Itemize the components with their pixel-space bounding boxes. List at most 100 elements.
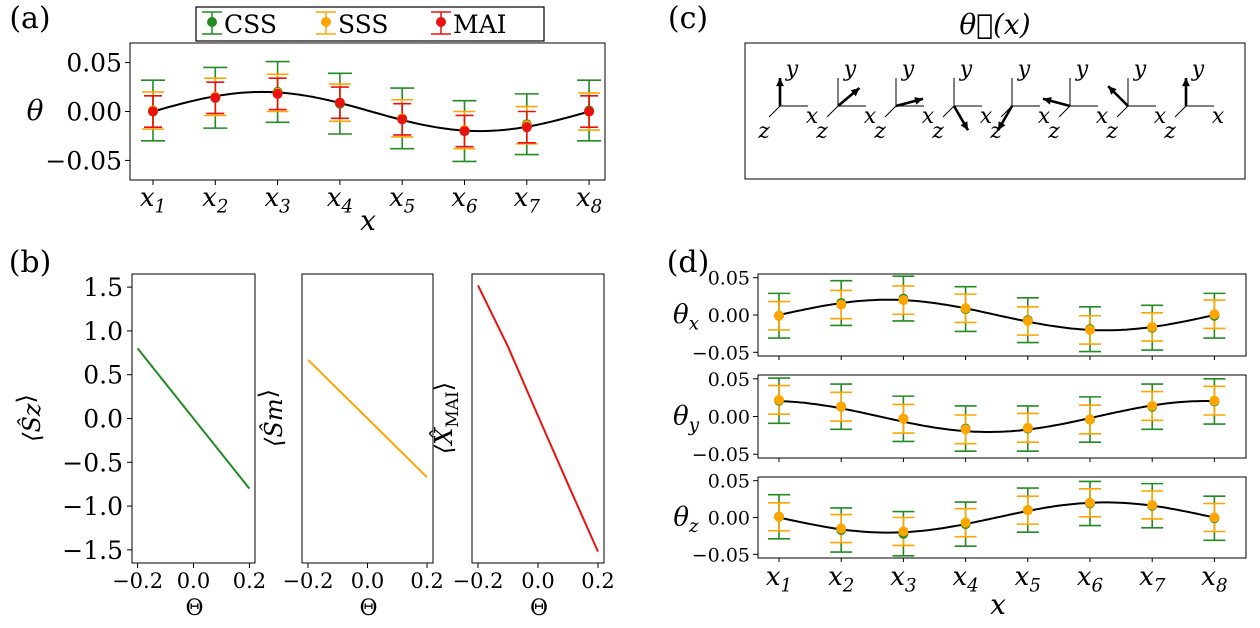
frame-glyph-2: xy z xyxy=(815,57,877,144)
legend-entry-SSS: SSS xyxy=(338,10,389,39)
panel-d-axes-2 xyxy=(757,374,1247,459)
panel-d-ytick-label: 0.00 xyxy=(708,407,750,429)
panel-b2-xlabel: Θ xyxy=(359,596,377,621)
panel-b-ytick-label: −1.5 xyxy=(62,536,123,565)
axis-z-label: z xyxy=(873,119,886,144)
axis-z xyxy=(1058,105,1071,118)
panel-d-axes-1 xyxy=(757,273,1247,357)
axis-z xyxy=(884,105,897,118)
axis-y-label: y xyxy=(843,57,857,82)
panel-b-xtick-label: 0.2 xyxy=(233,569,266,593)
panel-d-xtick-label: x7 xyxy=(1139,562,1166,597)
axis-z-label: z xyxy=(1047,119,1060,144)
legend-entry-CSS: CSS xyxy=(224,10,277,39)
panel-d-xtick-label: x4 xyxy=(952,562,978,597)
panel-d-xtick-label: x3 xyxy=(890,562,916,597)
panel-d-ytick-label: −0.05 xyxy=(692,544,750,566)
panel-label-a: (a) xyxy=(9,1,50,36)
frame-glyph-8: xy z xyxy=(1163,57,1225,144)
panel-a-xtick-label: x7 xyxy=(514,183,541,218)
direction-arrow-head xyxy=(776,78,784,87)
direction-arrow-head xyxy=(914,97,924,105)
panel-a-point-MAI xyxy=(334,97,345,108)
panel-d-point-SSS xyxy=(960,424,971,435)
panel-d-xlabel: x xyxy=(990,588,1006,621)
panel-a-legend: CSS SSS MAI xyxy=(195,6,545,42)
panel-label-d: (d) xyxy=(667,245,710,280)
legend-marker-dot xyxy=(321,17,331,27)
panel-a-ytick-label: −0.05 xyxy=(45,146,122,175)
panel-b-ytick-label: 0.0 xyxy=(83,405,123,434)
direction-arrow-head xyxy=(998,121,1006,131)
panel-b1-line xyxy=(136,347,251,490)
panel-a-xtick-label: x2 xyxy=(202,183,228,218)
panel-d-point-SSS xyxy=(836,523,847,534)
panel-d-xtick-label: x8 xyxy=(1201,562,1227,597)
panel-b-ytick-label: −1.0 xyxy=(62,492,123,521)
panel-d-point-SSS xyxy=(1022,422,1033,433)
panel-a-point-MAI xyxy=(459,126,470,137)
panel-a-point-MAI xyxy=(210,92,221,103)
direction-arrow-head xyxy=(1042,97,1052,105)
panel-d-point-SSS xyxy=(1147,321,1158,332)
panel-d-ytick-label: 0.05 xyxy=(708,268,750,290)
panel-b3-ylabel: ⟨X̂MAI⟩ xyxy=(430,382,463,454)
panel-d-point-SSS xyxy=(898,295,909,306)
panel-d-ytick-label: 0.05 xyxy=(708,471,750,493)
axis-x-label: x xyxy=(1096,104,1109,129)
panel-d-point-SSS xyxy=(898,526,909,537)
panel-d-point-SSS xyxy=(774,310,784,321)
panel-d-ylabel-2: θy xyxy=(673,402,700,437)
axis-x-label: x xyxy=(980,104,993,129)
panel-a-xtick-label: x8 xyxy=(576,183,602,218)
direction-arrow-head xyxy=(850,88,860,97)
panel-a-point-MAI xyxy=(148,106,158,117)
panel-a-point-MAI xyxy=(584,106,595,117)
panel-a-xtick-label: x5 xyxy=(389,183,415,218)
axis-z-label: z xyxy=(757,119,770,144)
panel-a-ylabel: θ xyxy=(27,94,44,127)
axis-y-label: y xyxy=(959,57,973,82)
panel-d-point-SSS xyxy=(836,401,847,412)
panel-d-fit-curve xyxy=(778,400,1214,433)
panel-d-point-SSS xyxy=(1147,499,1158,510)
panel-b2-ylabel: ⟨Ŝm⟩ xyxy=(254,389,288,447)
axis-z-label: z xyxy=(1163,119,1176,144)
panel-d-point-SSS xyxy=(1209,512,1220,523)
axis-y-label: y xyxy=(1075,57,1089,82)
frame-glyph-6: xy z xyxy=(1042,57,1109,144)
axis-z xyxy=(942,105,955,118)
panel-a-xtick-label: x4 xyxy=(327,183,353,218)
panel-d-point-SSS xyxy=(898,413,909,424)
panel-a-xtick-label: x6 xyxy=(451,183,477,218)
panel-d-fit-curve xyxy=(778,501,1215,534)
panel-d-subplot-1: 0.05 0.00 −0.05 xyxy=(692,268,1247,364)
panel-b-xtick-label: −0.2 xyxy=(453,569,504,593)
axis-y-label: y xyxy=(1191,57,1205,82)
panel-d-point-SSS xyxy=(960,517,971,528)
panel-d-subplot-2: 0.05 0.00 −0.05 xyxy=(692,369,1247,466)
panel-a-point-MAI xyxy=(272,88,283,99)
panel-c-frame xyxy=(744,42,1246,180)
panel-d-ytick-label: −0.05 xyxy=(692,444,750,466)
panel-d-fit-curve xyxy=(778,298,1215,332)
panel-d-xtick-label: x6 xyxy=(1077,562,1103,597)
direction-arrow-head xyxy=(960,121,968,131)
legend-marker-dot xyxy=(436,17,446,27)
axis-x-label: x xyxy=(864,104,877,129)
panel-d-point-SSS xyxy=(1085,497,1095,508)
axis-y-label: y xyxy=(785,57,799,82)
axis-z xyxy=(1116,105,1129,118)
panel-b2: −0.2 0.0 0.2 Θ ⟨Ŝm⟩ xyxy=(254,273,444,621)
frame-glyph-4: xy z xyxy=(931,57,993,144)
frame-glyph-5: xyz xyxy=(989,57,1051,144)
axis-z-label: z xyxy=(1105,119,1118,144)
panel-a-xtick-label: x3 xyxy=(264,183,290,218)
frame-glyph-3: xy z xyxy=(873,57,935,144)
panel-b-xtick-label: −0.2 xyxy=(282,569,333,593)
panel-a-point-MAI xyxy=(521,122,532,133)
axis-x-label: x xyxy=(1212,104,1225,129)
axis-z xyxy=(826,105,839,118)
panel-d-subplot-3: 0.05 0.00 −0.05 xyxy=(692,471,1247,566)
